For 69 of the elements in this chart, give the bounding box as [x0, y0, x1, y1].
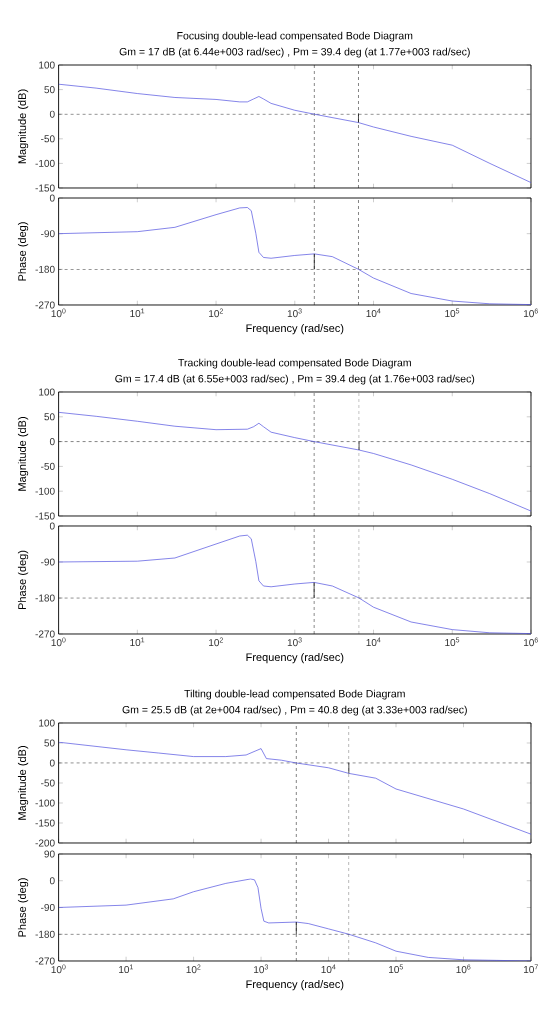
x-axis-title: Frequency (rad/sec): [246, 653, 344, 664]
x-tick-label: 10$^{4}$: [321, 964, 336, 974]
y-tick-label: 0: [49, 759, 55, 767]
y-tick-label: -270: [35, 957, 55, 965]
y-tick-label: -270: [35, 301, 55, 309]
y-tick-label: 0: [49, 110, 55, 118]
y-axis-title: Magnitude (dB): [17, 746, 29, 820]
x-tick-label: 10$^{4}$: [366, 637, 381, 647]
x-axis-title: Frequency (rad/sec): [246, 324, 344, 335]
x-tick-label: 10$^{1}$: [130, 308, 145, 318]
y-tick-label: -180: [35, 265, 55, 273]
y-tick-label: -100: [35, 159, 55, 167]
x-tick-label: 10$^{0}$: [51, 964, 66, 974]
x-tick-label: 10$^{5}$: [445, 637, 460, 647]
y-tick-label: -50: [41, 462, 55, 470]
x-tick-label: 10$^{2}$: [209, 308, 223, 318]
x-tick-label: 10$^{0}$: [51, 637, 66, 647]
y-axis-title: Phase (deg): [17, 550, 29, 610]
chart-subtitle: Gm = 17 dB (at 6.44e+003 rad/sec) , Pm = 39.4 deg (at 1.77e+003 rad/sec): [119, 47, 470, 58]
chart-title: Tracking double-lead compensated Bode Diagram: [178, 358, 411, 369]
y-axis-title: Magnitude (dB): [17, 417, 29, 491]
x-tick-label: 10$^{5}$: [445, 308, 460, 318]
x-tick-label: 10$^{0}$: [51, 308, 66, 318]
x-tick-label: 10$^{6}$: [524, 637, 538, 647]
y-axis-title: Magnitude (dB): [17, 89, 29, 164]
x-tick-label: 10$^{6}$: [524, 308, 538, 318]
y-tick-label: 0: [49, 438, 55, 446]
y-tick-label: -90: [41, 903, 55, 912]
y-tick-label: -50: [41, 135, 55, 143]
y-tick-label: -180: [35, 930, 55, 938]
y-tick-label: -100: [35, 799, 55, 807]
y-tick-label: -270: [35, 630, 55, 638]
chart-subtitle: Gm = 25.5 dB (at 2e+004 rad/sec) , Pm = 40.8 deg (at 3.33e+003 rad/sec): [122, 705, 467, 716]
y-tick-label: -50: [41, 779, 55, 787]
chart-title: Tilting double-lead compensated Bode Diagram: [184, 689, 405, 700]
x-tick-label: 10$^{2}$: [209, 637, 223, 647]
x-tick-label: 10$^{7}$: [524, 964, 538, 974]
chart-subtitle: Gm = 17.4 dB (at 6.55e+003 rad/sec) , Pm = 39.4 deg (at 1.76e+003 rad/sec): [115, 374, 475, 385]
y-tick-label: 50: [44, 739, 55, 747]
y-tick-label: 0: [49, 194, 55, 202]
y-tick-label: 90: [44, 850, 55, 858]
y-tick-label: 100: [39, 388, 55, 396]
x-tick-label: 10$^{3}$: [254, 964, 268, 974]
x-tick-label: 10$^{1}$: [119, 964, 133, 974]
x-tick-label: 10$^{1}$: [130, 637, 145, 647]
y-tick-label: -200: [35, 839, 55, 847]
y-axis-title: Phase (deg): [17, 222, 29, 281]
x-axis-title: Frequency (rad/sec): [246, 980, 344, 991]
y-tick-label: -90: [41, 558, 55, 566]
y-tick-label: 50: [44, 86, 55, 94]
x-tick-label: 10$^{2}$: [186, 964, 201, 974]
y-tick-label: 50: [44, 413, 55, 421]
y-tick-label: -150: [35, 819, 55, 827]
chart-title: Focusing double-lead compensated Bode Diagram: [177, 31, 413, 42]
y-tick-label: -150: [35, 512, 55, 520]
y-tick-label: -150: [35, 184, 55, 192]
x-tick-label: 10$^{3}$: [287, 308, 302, 318]
y-tick-label: -90: [41, 230, 55, 238]
y-axis-title: Phase (deg): [17, 878, 29, 937]
y-tick-label: 100: [39, 61, 55, 69]
y-tick-label: -100: [35, 487, 55, 495]
y-tick-label: 100: [39, 719, 55, 727]
y-tick-label: -180: [35, 594, 55, 602]
x-tick-label: 10$^{6}$: [456, 964, 471, 974]
x-tick-label: 10$^{4}$: [366, 308, 381, 318]
y-tick-label: 0: [49, 877, 55, 885]
x-tick-label: 10$^{5}$: [389, 964, 403, 974]
x-tick-label: 10$^{3}$: [287, 637, 302, 647]
y-tick-label: 0: [49, 522, 55, 530]
